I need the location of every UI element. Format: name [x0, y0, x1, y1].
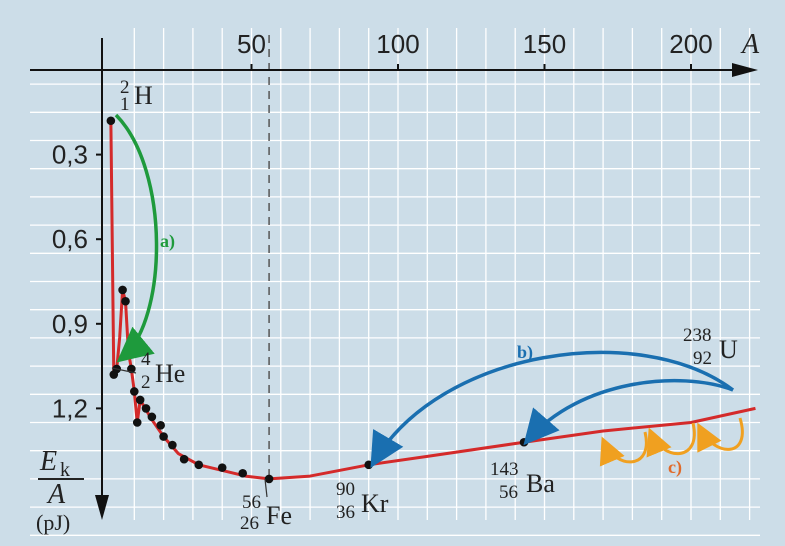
- data-point: [141, 404, 151, 413]
- fe56-symbol: Fe: [266, 501, 292, 530]
- data-point: [519, 437, 529, 447]
- data-points: [106, 116, 529, 484]
- data-point: [121, 296, 130, 306]
- x-axis: [30, 63, 758, 77]
- label-h2: 2 1 H: [120, 77, 153, 115]
- u238-mass: 238: [683, 325, 712, 346]
- label-u238: 238 92 U: [683, 325, 738, 369]
- data-point: [118, 285, 127, 295]
- data-point: [135, 395, 145, 405]
- fe56-leader-line: [264, 478, 268, 498]
- data-point: [179, 454, 189, 464]
- chain-reaction-arrows: c): [599, 417, 744, 478]
- label-ba143: 143 56 Ba: [490, 459, 555, 503]
- u238-charge: 92: [693, 348, 712, 369]
- y-axis-label-subscript: k: [60, 459, 70, 481]
- h2-mass: 2: [120, 77, 130, 98]
- y-axis-label-denominator: A: [46, 479, 66, 510]
- data-point: [364, 460, 374, 470]
- u238-symbol: U: [719, 335, 738, 364]
- data-point: [147, 412, 157, 422]
- y-tick-label: 0,9: [52, 309, 88, 339]
- ba143-charge: 56: [499, 482, 518, 503]
- annotation-c: c): [668, 457, 682, 478]
- y-axis-label: E k A (pJ): [36, 446, 84, 535]
- fusion-arrow: a): [114, 113, 175, 363]
- x-tick-label: 200: [669, 29, 712, 59]
- data-point: [238, 468, 248, 478]
- data-point: [132, 418, 142, 427]
- label-fe56: 56 26 Fe: [240, 478, 292, 534]
- y-tick-label: 0,6: [52, 224, 88, 254]
- binding-energy-curve: [109, 120, 756, 481]
- kr90-symbol: Kr: [361, 489, 389, 518]
- y-axis: [95, 38, 109, 520]
- data-point: [194, 460, 204, 470]
- ba143-mass: 143: [490, 459, 519, 480]
- annotation-a: a): [160, 231, 175, 252]
- data-point: [106, 116, 116, 126]
- data-point: [156, 421, 165, 430]
- grid: [30, 28, 760, 536]
- fission-arrows: b): [370, 342, 735, 469]
- x-tick-label: 50: [237, 29, 266, 59]
- data-point: [168, 440, 177, 450]
- label-kr90: 90 36 Kr: [336, 479, 389, 523]
- x-ticks: 50 100 150 200: [237, 29, 713, 70]
- kr90-mass: 90: [336, 479, 355, 500]
- h2-symbol: H: [134, 81, 153, 110]
- y-axis-label-numerator: E: [39, 446, 57, 477]
- he4-symbol: He: [155, 359, 185, 388]
- kr90-charge: 36: [336, 502, 355, 523]
- y-tick-label: 1,2: [52, 393, 88, 423]
- h2-charge: 1: [120, 94, 130, 115]
- data-point: [159, 432, 168, 441]
- y-ticks: 0,3 0,6 0,9 1,2: [52, 140, 102, 423]
- data-point: [217, 463, 227, 472]
- x-tick-label: 150: [523, 29, 566, 59]
- x-axis-label: A: [740, 29, 760, 60]
- label-he4: 4 2 He: [111, 349, 185, 393]
- ba143-symbol: Ba: [526, 469, 555, 498]
- fe56-charge: 26: [240, 513, 259, 534]
- he4-charge: 2: [141, 372, 151, 393]
- data-point: [264, 474, 274, 484]
- he4-mass: 4: [141, 349, 151, 370]
- data-point: [130, 387, 139, 396]
- y-axis-unit: (pJ): [36, 510, 70, 535]
- he4-leader-line: [111, 367, 137, 374]
- fe56-mass: 56: [242, 492, 261, 513]
- y-tick-label: 0,3: [52, 140, 88, 170]
- x-tick-label: 100: [376, 29, 419, 59]
- annotation-b: b): [517, 342, 533, 363]
